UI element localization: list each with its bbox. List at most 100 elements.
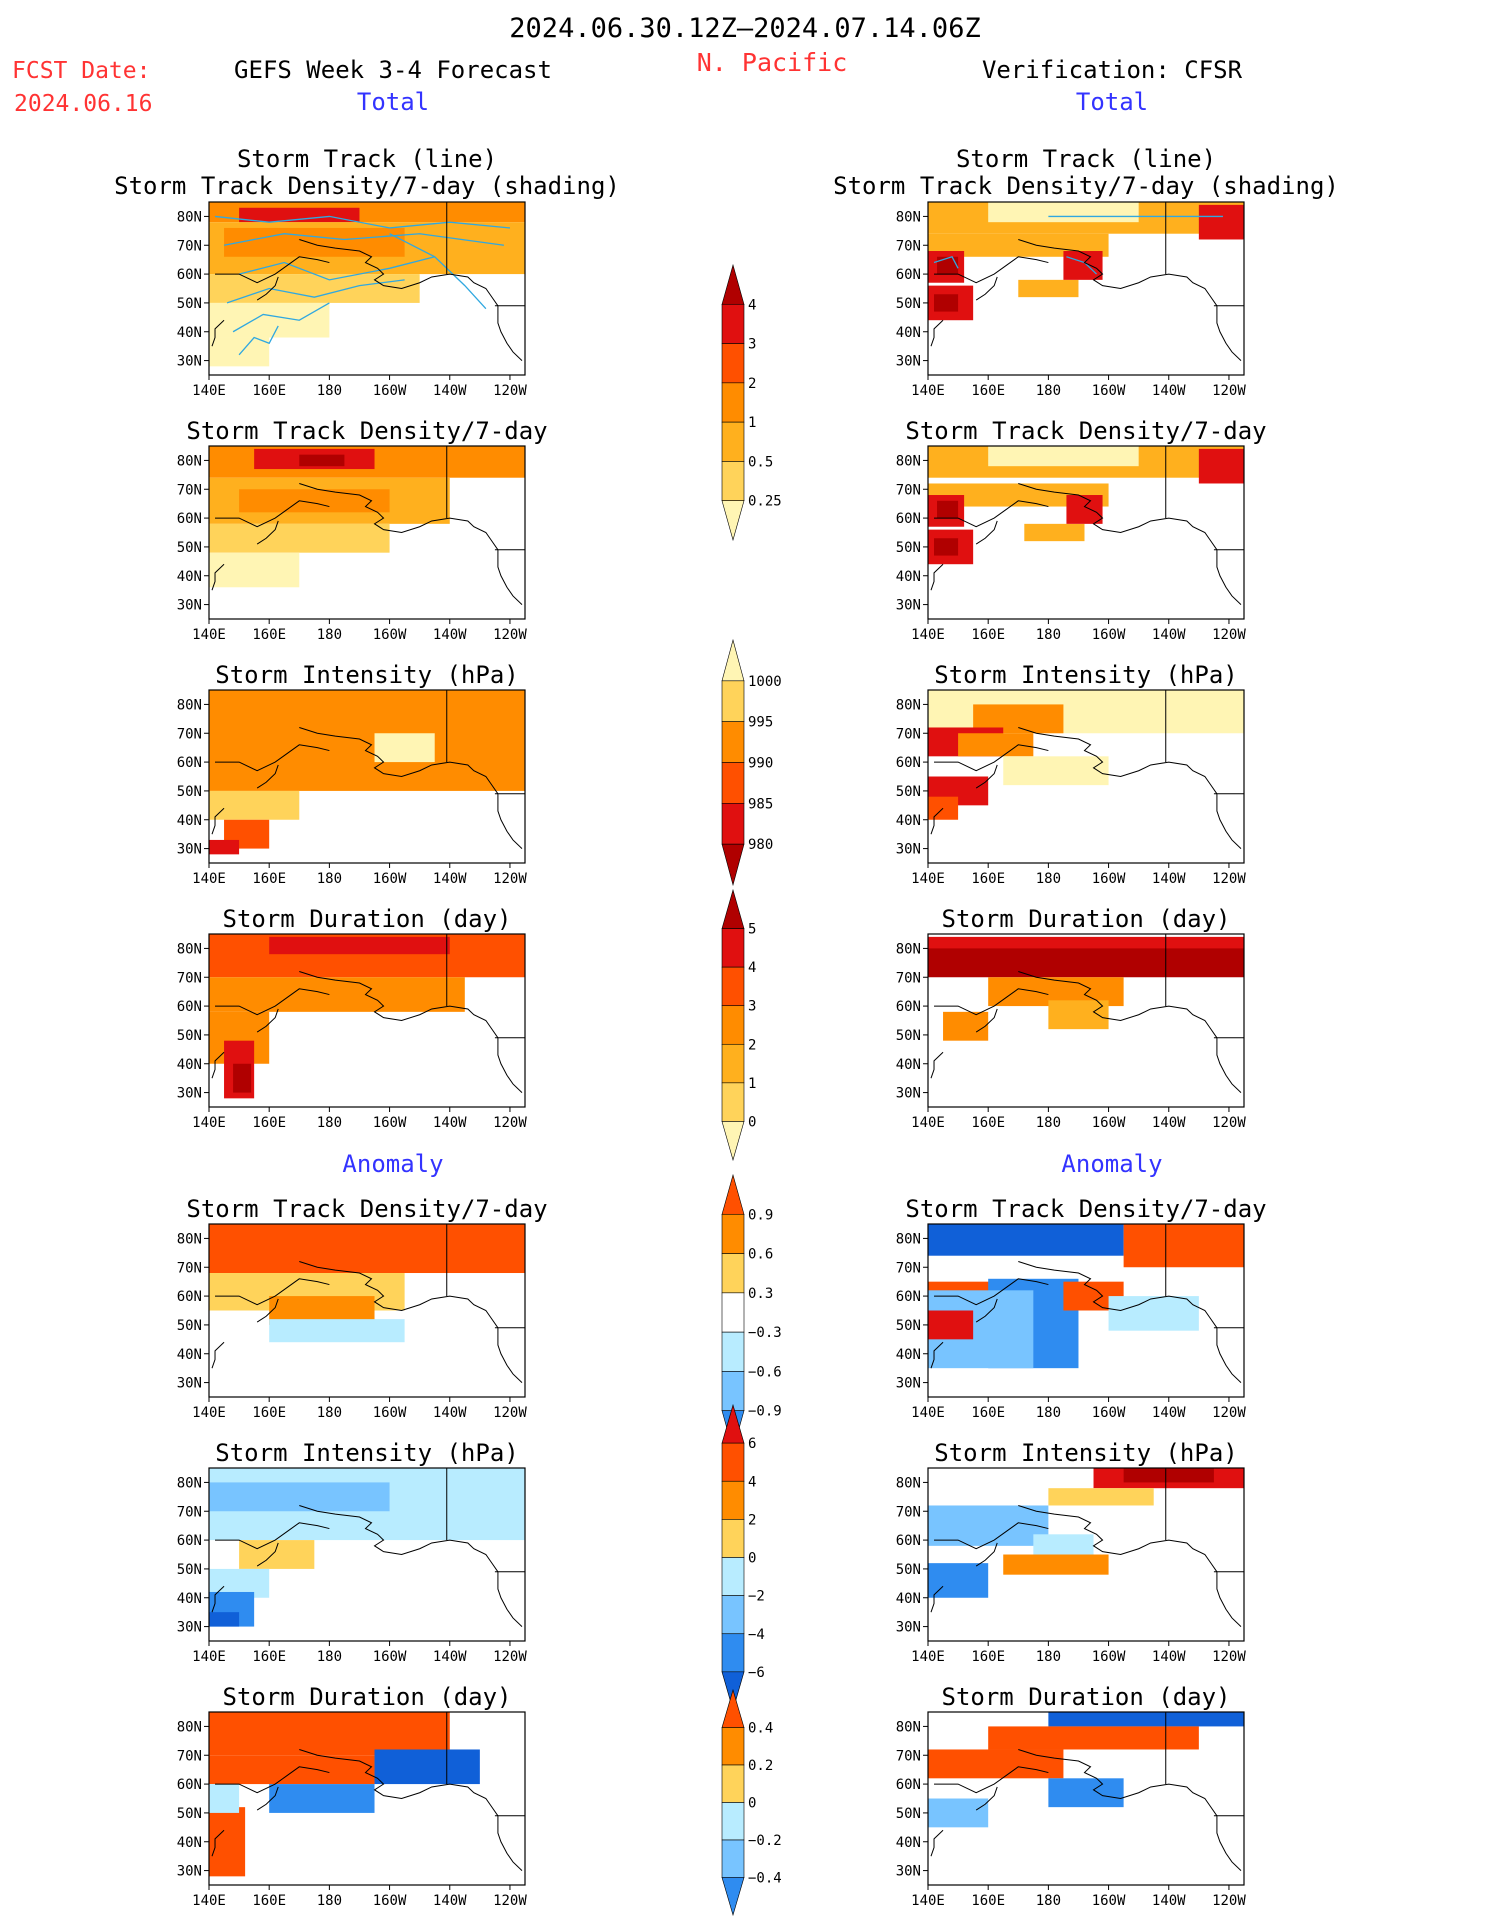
x-tick-label: 160E [252, 1893, 286, 1909]
x-tick-label: 160E [252, 627, 286, 643]
colorbar-end [721, 638, 745, 682]
x-tick-label: 160E [252, 1649, 286, 1665]
colorbar-label: 4 [748, 1474, 756, 1490]
coastline-north-america [299, 239, 523, 361]
y-tick-label: 70N [177, 482, 202, 498]
colorbar-segment [721, 1764, 745, 1803]
panel-vf_density: Storm Track Density/7-day 80N 70N 60N 50N 40N… [896, 417, 1267, 643]
x-tick-label: 160W [373, 871, 407, 887]
map-frame [208, 1467, 526, 1642]
coastline-asia [215, 256, 330, 284]
coastline-asia [211, 807, 225, 835]
x-tick-label: 140W [1152, 1405, 1186, 1421]
shading-cell [299, 454, 345, 467]
x-tick-label: 120W [493, 1405, 527, 1421]
colorbar-label: 3 [748, 999, 756, 1015]
coastline-north-america [299, 483, 523, 605]
map-frame [927, 445, 1245, 620]
shading-cell [224, 227, 405, 257]
coastline-asia [930, 563, 944, 591]
data-shading [209, 1712, 525, 1877]
coastline-asia [256, 1298, 279, 1323]
colorbar-segment [721, 1633, 745, 1673]
shading-cell [988, 202, 1139, 223]
coastline-asia [215, 1522, 330, 1550]
colorbar-density: 4 3 2 1 0.5 0.25 [721, 263, 782, 542]
coastline-north-america [1018, 1749, 1242, 1871]
panel-vf_density_anom: Storm Track Density/7-day 80N 70N 60N 50N 40N… [896, 1195, 1267, 1421]
data-shading [209, 690, 525, 855]
shading-cell [928, 483, 1109, 507]
x-tick-label: 140E [192, 383, 226, 399]
colorbar-label: −6 [748, 1665, 765, 1681]
y-tick-label: 30N [177, 1086, 202, 1102]
panel-vf_intensity_anom: Storm Intensity (hPa) 80N 70N 60N 50N 40N 30N 1… [896, 1439, 1247, 1665]
colorbar-label: 0 [748, 1114, 756, 1130]
data-shading [209, 1468, 525, 1627]
shading-cell [958, 733, 1034, 757]
coastline-north-america [299, 1749, 523, 1871]
colorbar-segment [721, 1213, 745, 1254]
x-tick-label: 140E [911, 383, 945, 399]
colorbar-segment [721, 1802, 745, 1841]
shading-cell [233, 1063, 252, 1093]
colorbar-label: 985 [748, 796, 773, 812]
x-tick-label: 180 [1036, 383, 1061, 399]
x-tick-label: 160E [971, 383, 1005, 399]
panel-title: Storm Duration (day) [223, 1683, 512, 1711]
panel-title: Storm Track Density/7-day [905, 1195, 1266, 1223]
y-tick-label: 70N [177, 1260, 202, 1276]
y-tick-label: 70N [896, 970, 921, 986]
y-tick-label: 50N [177, 1562, 202, 1578]
colorbar-label: 0 [748, 1551, 756, 1567]
coastline-asia [975, 520, 998, 545]
y-tick-label: 50N [177, 1318, 202, 1334]
data-shading [209, 1224, 525, 1383]
x-tick-label: 160E [971, 1649, 1005, 1665]
shading-cell [934, 294, 959, 312]
y-tick-label: 40N [896, 569, 921, 585]
panel-title: Storm Duration (day) [942, 905, 1231, 933]
colorbar-duration: 5 4 3 2 1 0 [721, 888, 756, 1162]
x-tick-label: 140W [1152, 1115, 1186, 1131]
coastline-asia [211, 563, 225, 591]
x-tick-label: 160W [373, 1115, 407, 1131]
shading-cell [1048, 1000, 1109, 1030]
x-tick-label: 140E [192, 1115, 226, 1131]
shading-cell [269, 936, 450, 955]
coastline-asia [930, 319, 944, 347]
panel-fc_duration: Storm Duration (day) 80N 70N 60N 50N 40N 30N 14… [177, 905, 528, 1131]
coastline-asia [975, 1298, 998, 1323]
x-tick-label: 160E [971, 871, 1005, 887]
storm-track-line [226, 279, 405, 304]
y-tick-label: 40N [896, 325, 921, 341]
y-tick-label: 30N [896, 1864, 921, 1880]
shading-cell [928, 1310, 974, 1340]
y-tick-label: 60N [896, 999, 921, 1015]
coastline-north-america [1018, 1505, 1242, 1627]
coastline-asia [211, 1829, 225, 1857]
shading-cell [928, 948, 1244, 978]
shading-cell [943, 1011, 989, 1041]
coastline-asia [934, 988, 1049, 1016]
y-tick-label: 70N [177, 1748, 202, 1764]
colorbar-segment [721, 1480, 745, 1520]
shading-cell [374, 1749, 480, 1785]
y-tick-label: 50N [896, 1028, 921, 1044]
coastline-asia [211, 1341, 225, 1369]
y-tick-label: 40N [896, 1835, 921, 1851]
coastline-asia [215, 500, 330, 528]
y-tick-label: 30N [177, 354, 202, 370]
colorbar-end [721, 1688, 745, 1728]
shading-cell [209, 1712, 450, 1756]
panel-fc_intensity: Storm Intensity (hPa) 80N 70N 60N 50N 40N 30N 1… [177, 661, 528, 887]
coastline-asia [215, 1278, 330, 1306]
colorbar-label: −2 [748, 1589, 765, 1605]
colorbar-label: 0 [748, 1796, 756, 1812]
colorbar-label: 0.6 [748, 1247, 773, 1263]
storm-track-line [223, 233, 505, 246]
x-tick-label: 140E [192, 1405, 226, 1421]
shading-cell [1003, 1554, 1109, 1575]
coastline-asia [934, 1522, 1049, 1550]
x-tick-label: 120W [493, 627, 527, 643]
